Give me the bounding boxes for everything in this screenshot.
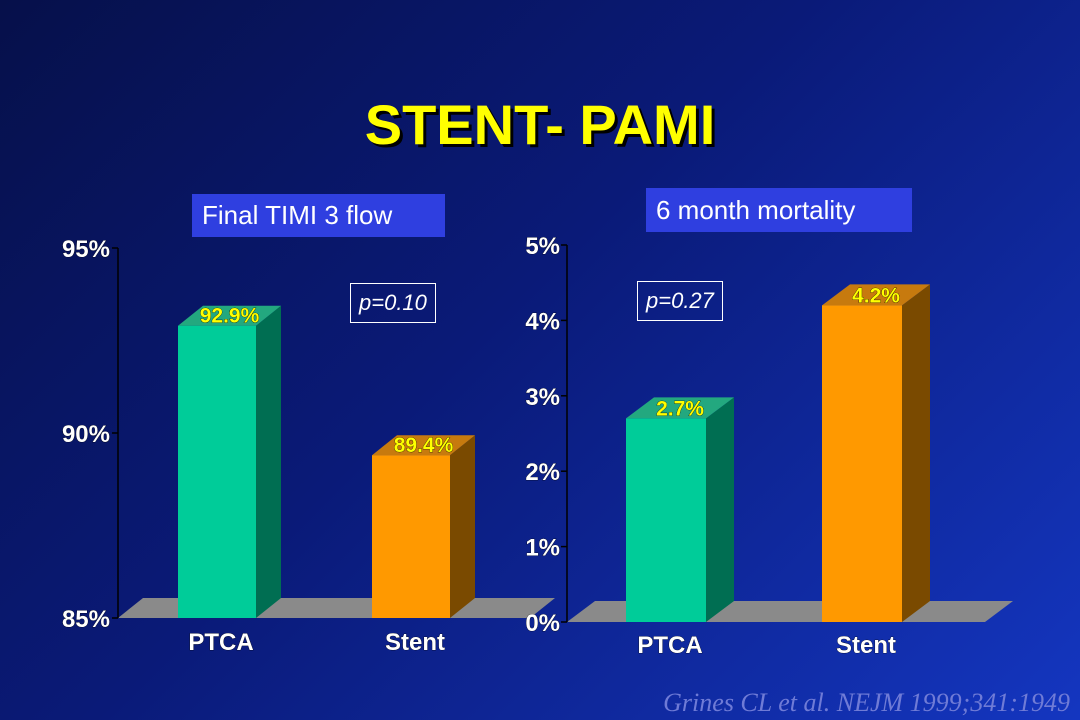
value-label-stent: 4.2% [852, 284, 900, 307]
bar-side-stent [902, 284, 930, 622]
y-tick-label: 2% [525, 459, 560, 486]
category-label-stent: Stent [836, 632, 896, 659]
value-label-stent: 89.4% [394, 434, 454, 457]
y-tick-label: 85% [62, 606, 110, 633]
y-tick-label: 4% [525, 308, 560, 335]
category-label-stent: Stent [385, 629, 445, 656]
bar-side-stent [450, 435, 475, 618]
chart-title-mortality: 6 month mortality [646, 188, 912, 232]
bar-top-stent [822, 284, 930, 306]
bar-top-ptca [178, 305, 281, 326]
bar-top-ptca [626, 397, 734, 419]
chart-timi-flow: 85% 90% 95% 92.9% PTCA 89.4% Stent [62, 236, 555, 656]
bar-stent [822, 305, 902, 622]
chart-mortality: 0% 1% 2% 3% 4% 5% 2.7% PTCA 4.2% Stent [525, 233, 1013, 659]
citation: Grines CL et al. NEJM 1999;341:1949 [663, 688, 1070, 717]
y-tick-label: 95% [62, 236, 110, 263]
category-label-ptca: PTCA [637, 632, 702, 659]
p-value-mortality: p=0.27 [637, 281, 723, 321]
bar-ptca [626, 418, 706, 622]
p-value-timi-flow: p=0.10 [350, 283, 436, 323]
y-tick-label: 5% [525, 233, 560, 260]
bar-stent [372, 455, 450, 618]
bar-side-ptca [706, 397, 734, 622]
y-tick-label: 1% [525, 535, 560, 562]
chart-title-timi-flow: Final TIMI 3 flow [192, 194, 445, 237]
slide-title: STENT- PAMI [364, 93, 716, 156]
bar-top-stent [372, 435, 475, 456]
y-tick-label: 0% [525, 610, 560, 637]
y-tick-label: 3% [525, 384, 560, 411]
bar-ptca [178, 325, 256, 618]
bar-side-ptca [256, 305, 281, 618]
category-label-ptca: PTCA [188, 629, 253, 656]
y-tick-label: 90% [62, 421, 110, 448]
value-label-ptca: 2.7% [656, 397, 704, 420]
value-label-ptca: 92.9% [200, 305, 260, 328]
